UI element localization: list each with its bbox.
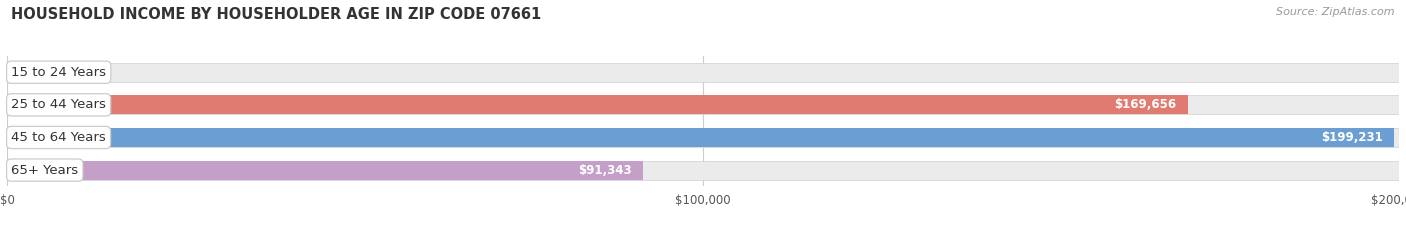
Text: 65+ Years: 65+ Years (11, 164, 79, 177)
Bar (7, 128, 1399, 147)
Text: Source: ZipAtlas.com: Source: ZipAtlas.com (1277, 7, 1395, 17)
Text: $199,231: $199,231 (1320, 131, 1382, 144)
Bar (7, 161, 1399, 180)
Bar (7, 63, 1399, 82)
Text: $169,656: $169,656 (1115, 98, 1177, 111)
Text: HOUSEHOLD INCOME BY HOUSEHOLDER AGE IN ZIP CODE 07661: HOUSEHOLD INCOME BY HOUSEHOLDER AGE IN Z… (11, 7, 541, 22)
Text: 45 to 64 Years: 45 to 64 Years (11, 131, 105, 144)
Bar (7, 95, 1188, 114)
Bar (7, 95, 1399, 114)
Text: $91,343: $91,343 (578, 164, 631, 177)
Bar (7, 128, 1393, 147)
Text: $0: $0 (32, 66, 46, 79)
Text: 25 to 44 Years: 25 to 44 Years (11, 98, 105, 111)
Bar (7, 161, 643, 180)
Text: 15 to 24 Years: 15 to 24 Years (11, 66, 107, 79)
